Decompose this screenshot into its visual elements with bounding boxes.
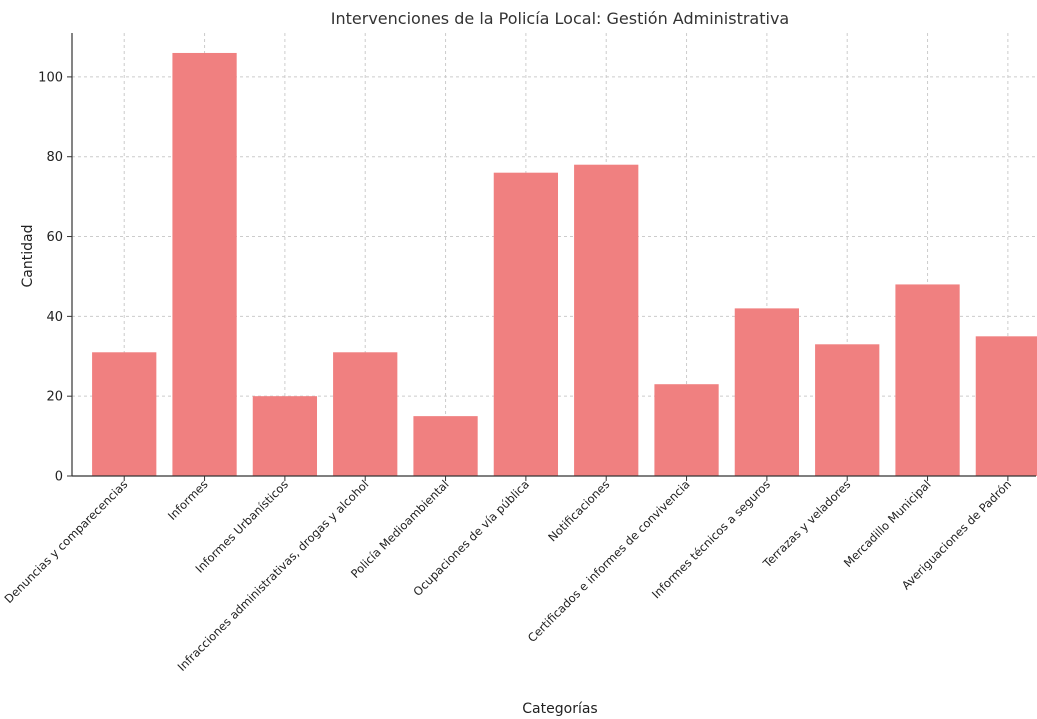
y-tick-label: 80 <box>46 150 63 165</box>
y-tick-labels: 0 20 40 60 80 100 <box>38 70 63 484</box>
bar <box>574 164 639 476</box>
bar <box>413 416 478 476</box>
x-tick-label: Informes <box>165 477 211 523</box>
x-tick-label: Informes Urbanísticos <box>193 477 291 575</box>
bar <box>333 352 398 476</box>
bar <box>815 344 880 476</box>
y-axis-label: Cantidad <box>20 225 36 288</box>
bar <box>975 336 1037 476</box>
y-tick-label: 100 <box>38 70 63 85</box>
x-tick-label: Terrazas y veladores <box>760 477 854 571</box>
bar <box>895 284 960 476</box>
bar <box>654 384 719 476</box>
y-tick-label: 60 <box>46 230 63 245</box>
chart-title: Intervenciones de la Policía Local: Gest… <box>331 9 789 28</box>
x-axis-label: Categorías <box>522 701 597 717</box>
axes-layer <box>67 33 1036 481</box>
y-tick-label: 20 <box>46 390 63 405</box>
bar <box>734 308 800 476</box>
x-tick-label: Certificados e informes de convivencia <box>525 477 693 645</box>
bar <box>252 396 318 476</box>
x-tick-label: Notificaciones <box>545 477 612 544</box>
bar <box>172 52 237 476</box>
x-tick-labels: Denuncias y comparecencias InformesInform… <box>2 477 1014 674</box>
y-tick-label: 40 <box>46 310 63 325</box>
bar <box>92 352 157 476</box>
y-tick-label: 0 <box>55 470 63 485</box>
bars-layer <box>92 52 1037 476</box>
x-tick-label: Mercadillo Municipal <box>841 477 934 570</box>
x-tick-label: Infracciones administrativas, drogas y a… <box>175 477 372 674</box>
x-tick-label: Denuncias y comparecencias <box>2 477 131 606</box>
bar <box>493 172 559 476</box>
